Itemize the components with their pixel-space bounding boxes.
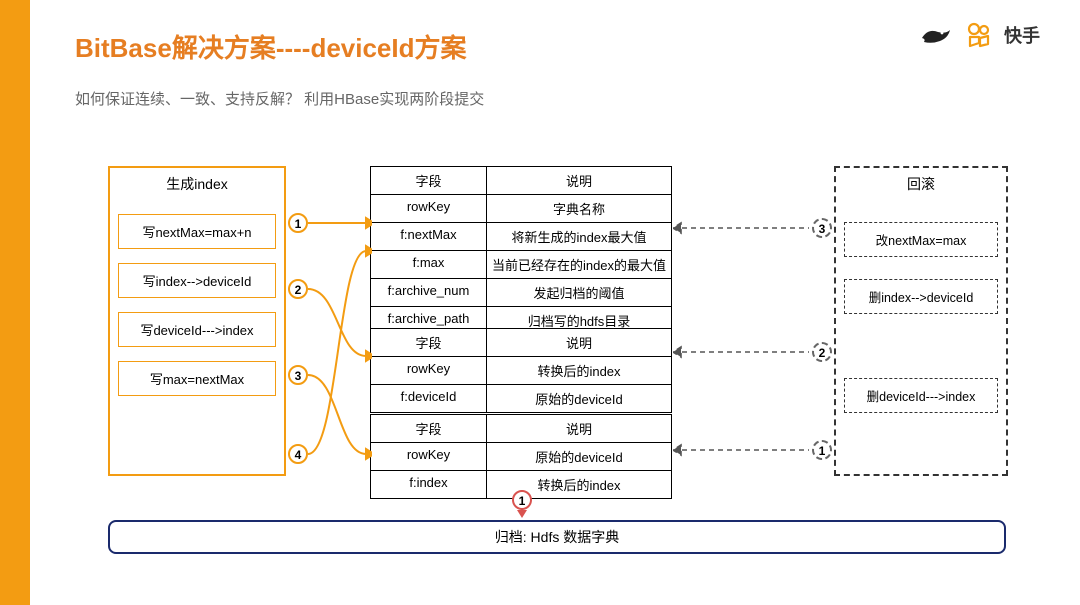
page-subtitle: 如何保证连续、一致、支持反解？ 利用HBase实现两阶段提交: [75, 88, 484, 109]
left-item-2: 写index-->deviceId: [118, 263, 276, 298]
kuaishou-icon: [966, 22, 992, 48]
orange-sidebar: [0, 0, 30, 605]
badge-left-4: 4: [288, 444, 308, 464]
badge-right-3: 1: [812, 440, 832, 460]
left-item-3: 写deviceId--->index: [118, 312, 276, 347]
right-item-3: 删deviceId--->index: [844, 378, 998, 413]
left-box-title: 生成index: [110, 168, 284, 200]
table-2: 字段说明 rowKey转换后的index f:deviceId原始的device…: [370, 328, 672, 413]
footer-box: 归档: Hdfs 数据字典: [108, 520, 1006, 554]
badge-right-2: 2: [812, 342, 832, 362]
left-item-4: 写max=nextMax: [118, 361, 276, 396]
badge-right-1: 3: [812, 218, 832, 238]
badge-footer: 1: [512, 490, 532, 510]
badge-left-2: 2: [288, 279, 308, 299]
brand-text: 快手: [1004, 22, 1040, 48]
orca-icon: [920, 24, 954, 46]
table-1: 字段说明 rowKey字典名称 f:nextMax将新生成的index最大值 f…: [370, 166, 672, 335]
left-item-1: 写nextMax=max+n: [118, 214, 276, 249]
badge-left-1: 1: [288, 213, 308, 233]
connector-right: [673, 166, 833, 496]
right-item-1: 改nextMax=max: [844, 222, 998, 257]
badge-left-3: 3: [288, 365, 308, 385]
table-3: 字段说明 rowKey原始的deviceId f:index转换后的index: [370, 414, 672, 499]
connector-left: [308, 166, 372, 496]
right-item-2: 删index-->deviceId: [844, 279, 998, 314]
right-box-title: 回滚: [836, 168, 1006, 200]
right-box: 回滚 改nextMax=max 删index-->deviceId 删devic…: [834, 166, 1008, 476]
page-title: BitBase解决方案----deviceId方案: [75, 28, 467, 65]
diagram: 生成index 写nextMax=max+n 写index-->deviceId…: [108, 156, 1008, 566]
left-box: 生成index 写nextMax=max+n 写index-->deviceId…: [108, 166, 286, 476]
brand-block: 快手: [920, 22, 1040, 48]
